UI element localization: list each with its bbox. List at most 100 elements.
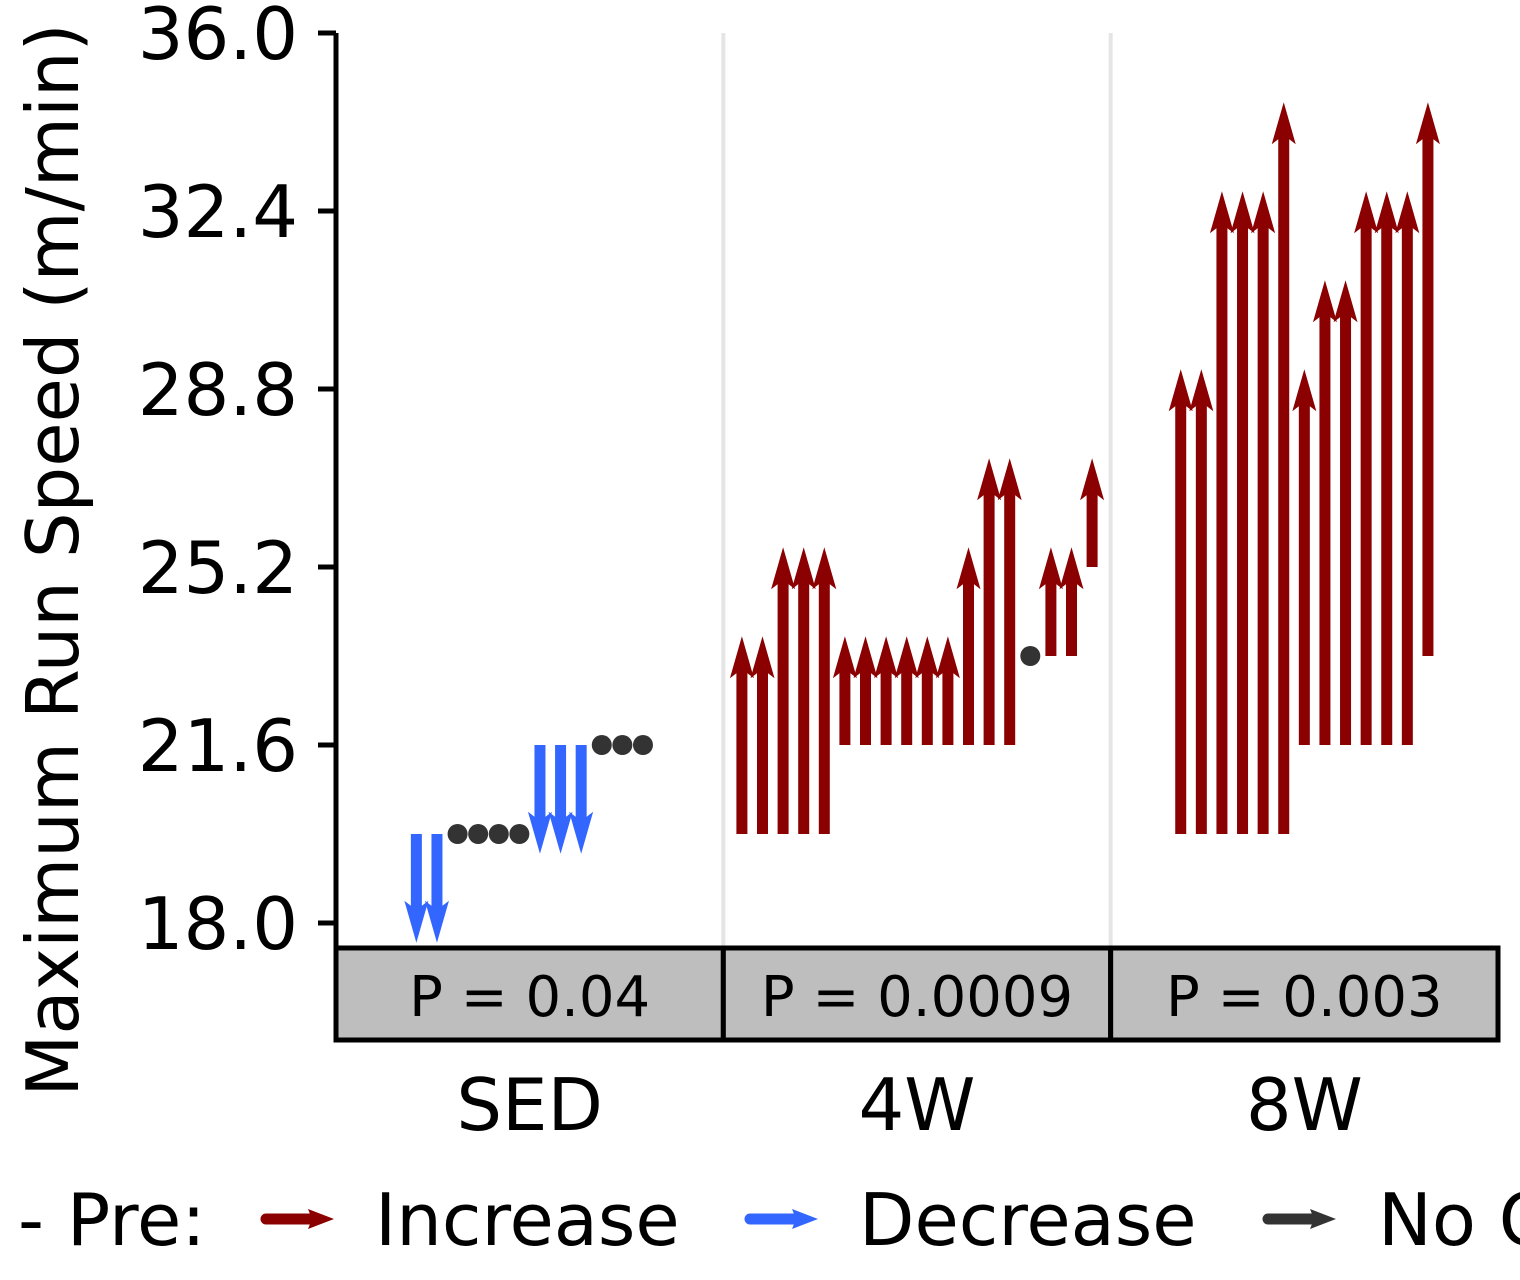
p-value-box: [333, 945, 726, 1043]
arrow-head: [729, 636, 754, 679]
arrow-head: [956, 547, 981, 590]
arrow-head: [1374, 191, 1399, 234]
legend-label: Decrease: [859, 1178, 1197, 1262]
legend-title: - Pre:: [18, 1178, 206, 1262]
arrow-head: [1271, 102, 1296, 145]
arrow-head: [1354, 191, 1379, 234]
increase-arrow: [1168, 369, 1193, 834]
decrease-arrow: [527, 745, 552, 854]
arrow-head: [791, 547, 816, 590]
increase-arrow: [1080, 458, 1105, 567]
legend: - Pre: Increase Decrease No Change: [18, 1178, 1520, 1262]
legend-key-head: [308, 1209, 334, 1229]
p-value-label: P = 0.003: [1166, 965, 1443, 1030]
p-value-label: P = 0.04: [409, 965, 650, 1030]
increase-arrow: [1189, 369, 1214, 834]
legend-key: [1262, 1209, 1336, 1229]
p-value-label: P = 0.0009: [761, 965, 1073, 1030]
decrease-arrow: [548, 745, 573, 854]
increase-arrow: [997, 458, 1022, 745]
increase-arrow: [1271, 102, 1296, 834]
y-tick-label: 36.0: [138, 0, 298, 76]
increase-arrow: [791, 547, 816, 834]
arrow-head: [1059, 547, 1084, 590]
arrow-head: [424, 900, 449, 943]
increase-arrow: [1292, 369, 1317, 745]
arrow-head: [874, 636, 899, 679]
increase-arrow: [750, 636, 775, 834]
y-tick-label: 18.0: [138, 882, 298, 966]
x-category-label: 4W: [859, 1063, 976, 1147]
p-value-box: [720, 945, 1114, 1043]
increase-arrow: [1374, 191, 1399, 745]
arrow-head: [1080, 458, 1105, 501]
arrow-head: [977, 458, 1002, 501]
increase-arrow: [729, 636, 754, 834]
arrow-head: [1292, 369, 1317, 412]
chart-marks: [404, 102, 1440, 943]
increase-arrow: [1209, 191, 1234, 834]
legend-key: [260, 1209, 334, 1229]
no-change-point: [468, 824, 489, 844]
arrow-head: [750, 636, 775, 679]
increase-arrow: [812, 547, 837, 834]
y-axis: 18.0 21.6 25.2 28.8 32.4 36.0: [138, 0, 339, 966]
legend-key-head: [792, 1209, 818, 1229]
no-change-point: [488, 824, 509, 844]
y-axis-title: Maximum Run Speed (m/min): [11, 23, 95, 1097]
y-tick-label: 32.4: [138, 170, 298, 254]
decrease-arrow: [424, 834, 449, 943]
arrow-head: [915, 636, 940, 679]
increase-arrow: [977, 458, 1002, 745]
no-change-point: [509, 824, 530, 844]
y-tick-label: 25.2: [138, 526, 298, 610]
increase-arrow: [1038, 547, 1063, 656]
no-change-point: [1020, 646, 1041, 666]
increase-arrow: [1415, 102, 1440, 656]
increase-arrow: [1230, 191, 1255, 834]
arrow-head: [935, 636, 960, 679]
legend-key: [744, 1209, 818, 1229]
arrow-head: [1333, 280, 1358, 323]
increase-arrow: [1312, 280, 1337, 745]
arrow-head: [527, 811, 552, 854]
arrow-head: [1189, 369, 1214, 412]
arrow-head: [1251, 191, 1276, 234]
x-category-label: SED: [456, 1063, 603, 1147]
no-change-point: [612, 735, 633, 755]
increase-arrow: [1059, 547, 1084, 656]
arrow-head: [1395, 191, 1420, 234]
arrow-head: [1209, 191, 1234, 234]
legend-key-head: [1310, 1209, 1336, 1229]
increase-arrow: [771, 547, 796, 834]
arrow-head: [1038, 547, 1063, 590]
increase-arrow: [1333, 280, 1358, 745]
increase-arrow: [1395, 191, 1420, 745]
arrow-head: [997, 458, 1022, 501]
increase-arrow: [1354, 191, 1379, 745]
arrow-head: [404, 900, 429, 943]
arrow-head: [1230, 191, 1255, 234]
arrow-head: [569, 811, 594, 854]
p-value-box: [1108, 945, 1501, 1043]
legend-label: Increase: [375, 1178, 680, 1262]
arrow-head: [1168, 369, 1193, 412]
arrow-head: [1312, 280, 1337, 323]
x-axis-categories: SED 4W 8W: [456, 1063, 1362, 1147]
arrow-head: [853, 636, 878, 679]
no-change-point: [591, 735, 612, 755]
arrow-head: [812, 547, 837, 590]
facet-dividers: [721, 33, 1113, 947]
increase-arrow: [935, 636, 960, 745]
arrow-head: [1415, 102, 1440, 145]
increase-arrow: [894, 636, 919, 745]
arrow-head: [548, 811, 573, 854]
no-change-point: [632, 735, 653, 755]
y-tick-label: 28.8: [138, 348, 298, 432]
arrow-head: [894, 636, 919, 679]
increase-arrow: [832, 636, 857, 745]
p-value-strip: P = 0.04 P = 0.0009 P = 0.003: [333, 945, 1501, 1043]
increase-arrow: [1251, 191, 1276, 834]
x-category-label: 8W: [1246, 1063, 1363, 1147]
